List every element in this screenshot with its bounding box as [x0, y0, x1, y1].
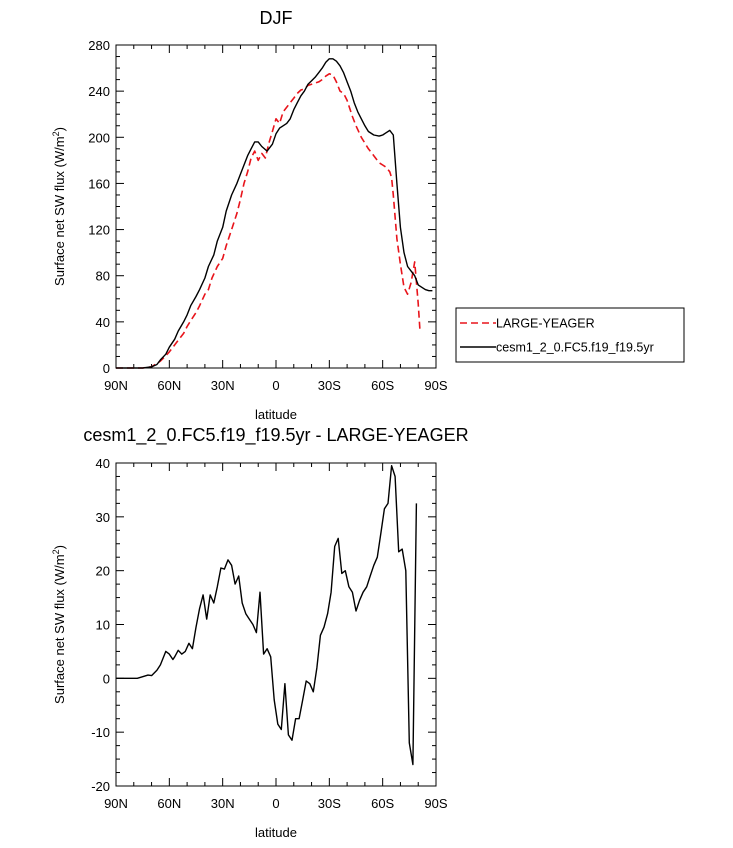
top-plot-frame	[115, 44, 437, 369]
bottom-x-axis-label: latitude	[255, 825, 297, 840]
bottom-panel: cesm1_2_0.FC5.f19_f19.5yr - LARGE-YEAGER…	[51, 425, 469, 840]
y-tick-label: 280	[88, 38, 110, 53]
bottom-series-lines	[116, 465, 418, 766]
legend-label-cesm: cesm1_2_0.FC5.f19_f19.5yr	[496, 341, 654, 355]
top-y-axis-label-main: Surface net SW flux	[52, 171, 67, 286]
bottom-y-axis-label-unit-close: )	[52, 545, 67, 549]
top-y-axis-label-unit-close: )	[52, 127, 67, 131]
top-y-axis-label-unit: (W/m	[52, 136, 67, 167]
y-tick-label: 120	[88, 223, 110, 238]
bottom-y-axis-label: Surface net SW flux (W/m2)	[51, 545, 67, 704]
x-tick-label: 60N	[157, 796, 181, 811]
y-tick-label: 200	[88, 130, 110, 145]
y-tick-label: 20	[96, 564, 110, 579]
y-tick-label: 0	[103, 671, 110, 686]
bottom-y-axis-label-unit: (W/m	[52, 554, 67, 585]
y-tick-label: 40	[96, 456, 110, 471]
top-y-tick-labels: 0 40 80 120 160 200 240 280	[88, 38, 110, 376]
top-axis-ticks	[115, 44, 437, 369]
bottom-y-axis-label-unit-sup: 2	[51, 549, 61, 554]
y-tick-label: 80	[96, 269, 110, 284]
x-tick-label: 90S	[424, 796, 447, 811]
bottom-y-axis-label-main: Surface net SW flux	[52, 589, 67, 704]
y-tick-label: 10	[96, 618, 110, 633]
x-tick-label: 30S	[318, 378, 341, 393]
x-tick-label: 0	[272, 378, 279, 393]
series-line-difference	[116, 465, 418, 766]
bottom-chart-title: cesm1_2_0.FC5.f19_f19.5yr - LARGE-YEAGER	[83, 425, 468, 446]
series-line-cesm1-2-0-fc5-f19-f19-5yr	[116, 58, 433, 369]
top-y-axis-label-unit-sup: 2	[51, 131, 61, 136]
y-tick-label: 40	[96, 315, 110, 330]
y-tick-label: 160	[88, 176, 110, 191]
bottom-x-tick-labels: 90N 60N 30N 0 30S 60S 90S	[104, 796, 448, 811]
top-x-axis-label: latitude	[255, 407, 297, 422]
top-x-tick-labels: 90N 60N 30N 0 30S 60S 90S	[104, 378, 448, 393]
y-tick-label: -20	[91, 779, 110, 794]
y-tick-label: 240	[88, 84, 110, 99]
x-tick-label: 90N	[104, 796, 128, 811]
x-tick-label: 30N	[211, 378, 235, 393]
x-tick-label: 90N	[104, 378, 128, 393]
legend-label-large-yeager: LARGE-YEAGER	[496, 317, 595, 331]
x-tick-label: 30S	[318, 796, 341, 811]
x-tick-label: 30N	[211, 796, 235, 811]
x-tick-label: 60N	[157, 378, 181, 393]
top-y-axis-label: Surface net SW flux (W/m2)	[51, 127, 67, 286]
x-tick-label: 90S	[424, 378, 447, 393]
top-panel: DJF 90N 60N 30N 0 30S 60S 90S 0 40 80 120 160 200 24…	[51, 8, 685, 422]
top-legend: LARGE-YEAGER cesm1_2_0.FC5.f19_f19.5yr	[455, 307, 685, 363]
legend-frame	[455, 307, 685, 363]
x-tick-label: 0	[272, 796, 279, 811]
x-tick-label: 60S	[371, 378, 394, 393]
top-series-lines	[116, 58, 433, 369]
bottom-plot-frame	[115, 462, 437, 787]
y-tick-label: 0	[103, 361, 110, 376]
series-line-large-yeager	[116, 73, 421, 369]
bottom-y-tick-labels: -20 -10 0 10 20 30 40	[91, 456, 110, 794]
x-tick-label: 60S	[371, 796, 394, 811]
y-tick-label: -10	[91, 725, 110, 740]
top-chart-title: DJF	[260, 8, 293, 28]
bottom-axis-ticks	[115, 462, 437, 787]
y-tick-label: 30	[96, 510, 110, 525]
